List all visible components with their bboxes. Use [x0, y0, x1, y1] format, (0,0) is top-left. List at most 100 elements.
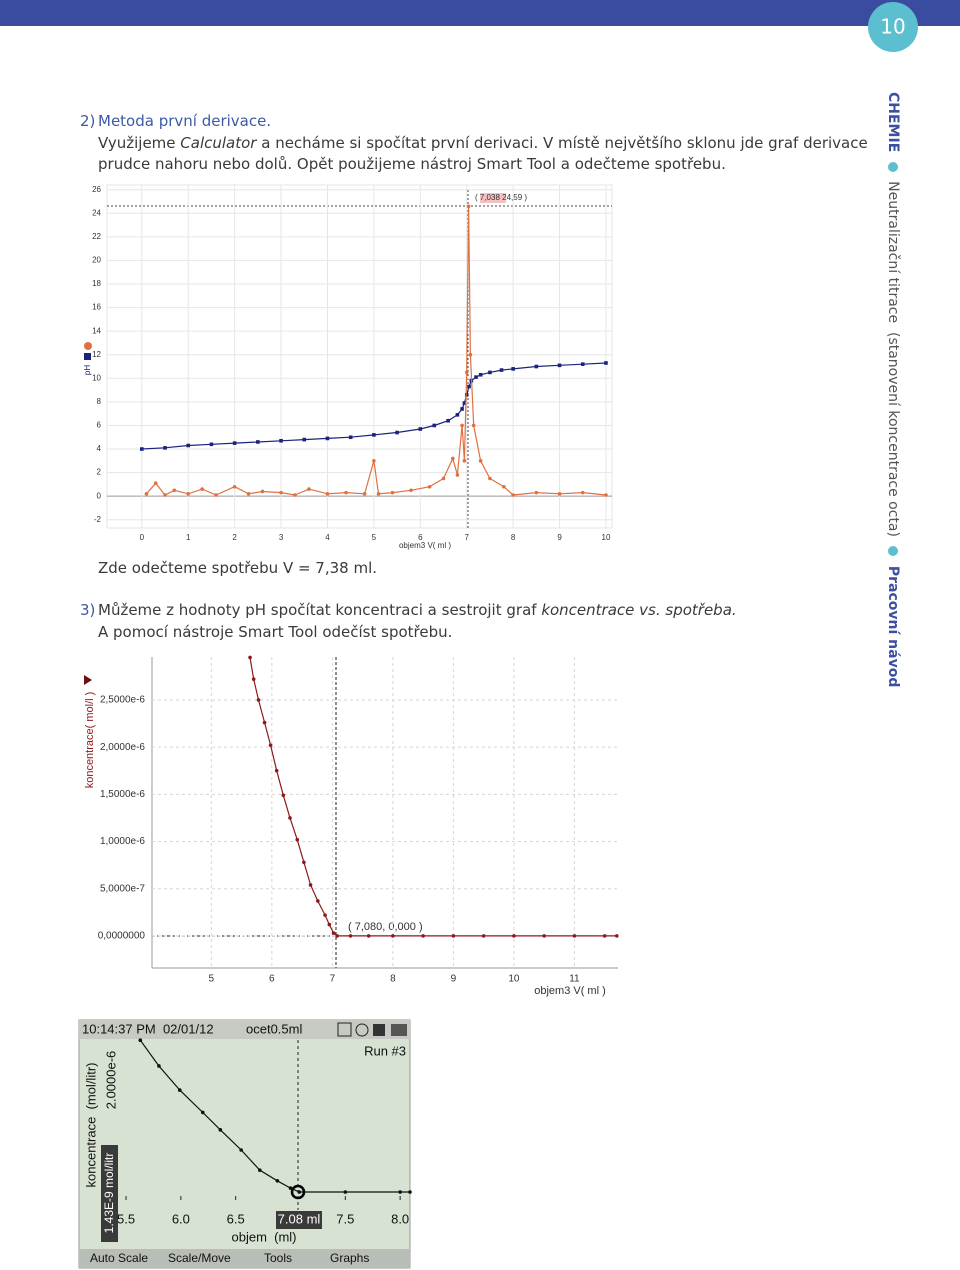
sidebar: CHEMIE Neutralizační titrace (stanovení …	[882, 92, 904, 687]
x-tick-label: 6	[418, 533, 423, 542]
icon-play[interactable]	[355, 1023, 369, 1037]
chart1-plot	[106, 184, 613, 529]
data-point	[534, 490, 539, 495]
data-point	[534, 364, 539, 369]
toolbar-button[interactable]: Graphs	[330, 1251, 369, 1265]
x-axis-label: objem3 V( ml )	[534, 985, 606, 997]
toolbar-button[interactable]: Auto Scale	[90, 1251, 148, 1265]
data-point	[327, 922, 332, 927]
data-point	[372, 459, 376, 463]
data-point	[602, 934, 607, 938]
data-point	[302, 860, 306, 865]
data-point	[511, 493, 515, 497]
data-point	[316, 899, 320, 903]
data-point	[288, 816, 292, 820]
data-point	[488, 370, 492, 375]
header-bar	[0, 0, 960, 26]
y-tick-label: 10	[92, 373, 101, 382]
y-tick-label: -2	[94, 515, 102, 524]
data-point	[614, 934, 619, 938]
data-point	[288, 1186, 293, 1190]
data-point	[481, 934, 486, 938]
x-tick-label: 5	[209, 974, 215, 985]
series-line	[146, 206, 607, 496]
x-axis-label: objem3 V( ml )	[399, 541, 451, 550]
data-point	[455, 473, 460, 477]
data-point	[468, 352, 473, 357]
x-tick-label: 10	[602, 533, 611, 542]
cursor-x-box	[276, 1211, 322, 1229]
data-point	[580, 362, 585, 366]
subject: CHEMIE	[885, 92, 901, 153]
data-point	[542, 934, 546, 938]
x-tick-label: 10	[508, 974, 520, 985]
data-point	[138, 1038, 143, 1043]
data-point	[157, 1064, 161, 1068]
x-tick-label: 6	[269, 974, 275, 985]
y-tick-label: 2.0000e-6	[103, 1051, 118, 1110]
section-number: 2)	[80, 112, 96, 130]
result-line: Zde odečteme spotřebu V = 7,38 ml.	[98, 559, 378, 577]
x-tick-label: 1	[186, 533, 191, 542]
data-point	[432, 423, 437, 428]
y-tick-label: 26	[92, 185, 101, 194]
x-tick-label: 5.5	[117, 1211, 135, 1226]
data-point	[307, 487, 311, 491]
data-point	[502, 484, 506, 489]
separator	[888, 546, 898, 557]
icon-tools[interactable]	[391, 1024, 407, 1036]
data-point	[279, 490, 283, 495]
y-tick-label: 0	[97, 491, 102, 500]
data-point	[295, 837, 300, 842]
data-point	[232, 441, 237, 445]
data-point	[214, 493, 218, 497]
data-point	[256, 698, 261, 702]
icon-home[interactable]	[337, 1022, 352, 1037]
data-point	[462, 401, 467, 405]
annotation-highlight	[480, 193, 506, 203]
y-tick-label: 2	[97, 468, 102, 477]
data-point	[177, 1088, 182, 1092]
data-point	[462, 459, 467, 463]
data-point	[557, 363, 562, 368]
data-point	[421, 934, 425, 938]
x-tick-label: 6.5	[227, 1211, 245, 1226]
data-point	[478, 372, 483, 377]
data-point	[262, 720, 267, 725]
data-point	[441, 476, 446, 481]
toolbar-button[interactable]: Tools	[264, 1251, 292, 1265]
x-tick-label: 7	[330, 974, 336, 985]
data-point	[239, 1148, 243, 1152]
data-point	[391, 934, 395, 938]
data-point	[308, 883, 313, 887]
legend-icon	[84, 342, 92, 350]
annotation: ( 7,080, 0,000 )	[348, 921, 423, 933]
data-point	[362, 492, 367, 496]
paragraph-line: A pomocí nástroje Smart Tool odečíst spo…	[98, 623, 453, 641]
x-tick-label: 9	[451, 974, 457, 985]
x-tick-label: 7	[464, 533, 469, 542]
data-point	[512, 934, 516, 938]
series-line	[141, 362, 607, 450]
y-axis-label: koncentrace (mol/litr)	[83, 1063, 98, 1188]
toolbar-button[interactable]: Scale/Move	[168, 1251, 231, 1265]
cursor-y: 1.43E-9 mol/litr	[102, 1153, 116, 1234]
y-tick-label: 20	[92, 256, 101, 265]
data-point	[376, 492, 381, 496]
data-point	[163, 446, 167, 450]
annotation: ( 7,038 24,59 )	[475, 193, 527, 202]
icon-record[interactable]	[373, 1024, 385, 1036]
x-tick-label: 8	[511, 533, 516, 542]
y-axis-label: pH	[83, 365, 92, 375]
series-line	[249, 657, 617, 937]
section-heading: Metoda první derivace.	[98, 112, 272, 130]
data-point	[499, 368, 504, 372]
data-point	[172, 488, 177, 493]
data-point	[246, 492, 251, 496]
data-point	[325, 492, 330, 496]
data-point	[488, 476, 492, 481]
data-point	[395, 430, 399, 435]
page-number: 10	[880, 15, 905, 39]
